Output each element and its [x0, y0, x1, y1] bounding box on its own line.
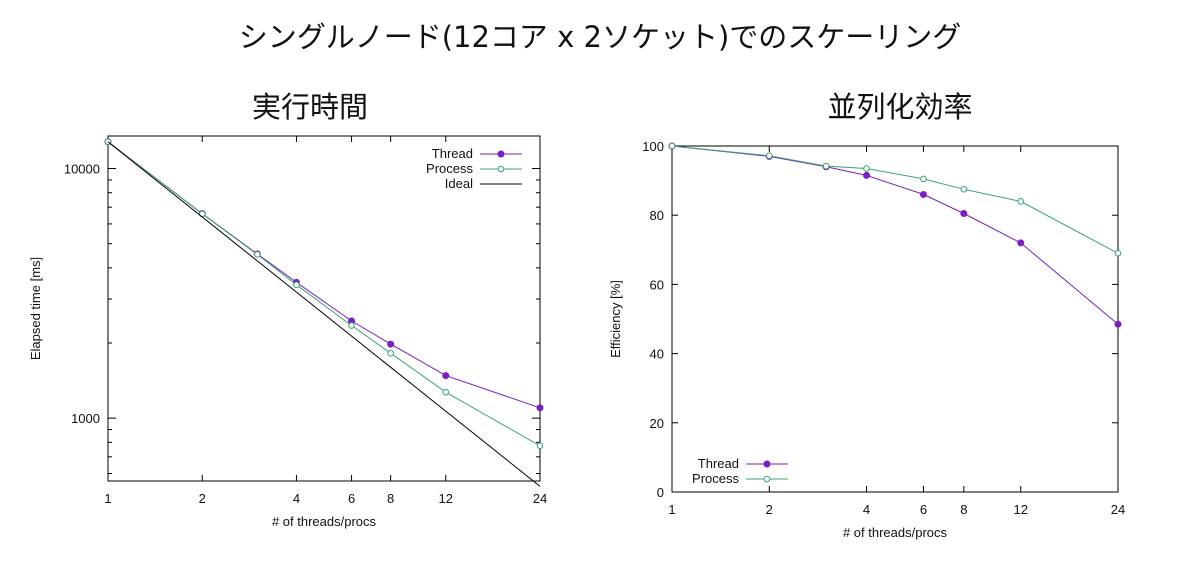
data-point — [863, 165, 870, 172]
data-point — [920, 175, 927, 183]
chart-title-efficiency: 並列化効率 — [827, 90, 973, 124]
x-tick-label: 1 — [104, 491, 111, 506]
legend-label: Ideal — [445, 176, 473, 191]
data-point — [668, 142, 676, 150]
legend-marker — [497, 165, 505, 173]
x-axis-label: # of threads/procs — [272, 514, 377, 529]
x-axis-label: # of threads/procs — [843, 525, 948, 540]
y-tick-label: 40 — [650, 347, 664, 362]
data-point — [822, 162, 830, 170]
series-ideal — [107, 141, 541, 487]
x-tick-label: 2 — [199, 491, 206, 506]
data-point — [1114, 320, 1122, 328]
x-tick-label: 1 — [668, 502, 675, 517]
chart-title-elapsed: 実行時間 — [251, 90, 368, 124]
x-tick-label: 4 — [863, 502, 870, 517]
data-point — [442, 388, 450, 396]
legend-marker — [763, 475, 771, 483]
data-point — [536, 404, 544, 412]
x-tick-label: 2 — [766, 502, 773, 517]
data-point — [863, 171, 871, 179]
y-tick-label: 20 — [650, 416, 664, 431]
data-point — [1017, 198, 1025, 205]
data-point — [442, 372, 450, 380]
series-line — [107, 141, 541, 447]
x-tick-label: 24 — [533, 491, 547, 506]
y-tick-label: 0 — [657, 485, 664, 500]
legend-marker — [497, 150, 505, 158]
y-tick-label: 10000 — [64, 162, 100, 177]
y-axis-label: Elapsed time [ms] — [28, 257, 43, 360]
y-tick-label: 60 — [650, 277, 664, 292]
x-tick-label: 8 — [387, 491, 394, 506]
x-tick-label: 6 — [920, 502, 927, 517]
data-point — [348, 322, 355, 329]
series-line — [107, 141, 541, 409]
series-thread — [104, 138, 544, 412]
series-line — [671, 145, 1119, 254]
legend-label: Thread — [698, 456, 739, 471]
legend-label: Process — [426, 161, 473, 176]
y-tick-label: 80 — [650, 208, 664, 223]
x-tick-label: 8 — [960, 502, 967, 517]
data-point — [387, 349, 394, 357]
series-process — [104, 138, 544, 450]
page-title: シングルノード(12コア x 2ソケット)でのスケーリング — [238, 20, 962, 54]
data-point — [1017, 239, 1025, 247]
data-point — [1114, 249, 1122, 257]
data-point — [387, 340, 395, 348]
legend-marker — [763, 460, 771, 468]
data-point — [960, 185, 968, 193]
data-point — [919, 190, 927, 198]
x-tick-label: 12 — [1013, 502, 1027, 517]
data-point — [536, 442, 544, 450]
data-point — [254, 251, 261, 258]
y-axis-label: Efficiency [%] — [608, 280, 623, 358]
x-tick-label: 12 — [439, 491, 453, 506]
x-tick-label: 6 — [348, 491, 355, 506]
series-thread — [668, 142, 1122, 328]
series-line — [671, 145, 1119, 325]
legend-label: Process — [692, 471, 739, 486]
data-point — [960, 209, 968, 217]
data-point — [765, 152, 773, 159]
legend-label: Thread — [432, 146, 473, 161]
y-tick-label: 100 — [642, 139, 664, 154]
data-point — [293, 281, 300, 289]
x-tick-label: 24 — [1111, 502, 1125, 517]
plot-frame — [671, 145, 1119, 493]
y-tick-label: 1000 — [71, 411, 100, 426]
plot-frame — [107, 135, 541, 482]
series-line — [107, 141, 541, 487]
x-tick-label: 4 — [293, 491, 300, 506]
series-process — [668, 142, 1122, 257]
